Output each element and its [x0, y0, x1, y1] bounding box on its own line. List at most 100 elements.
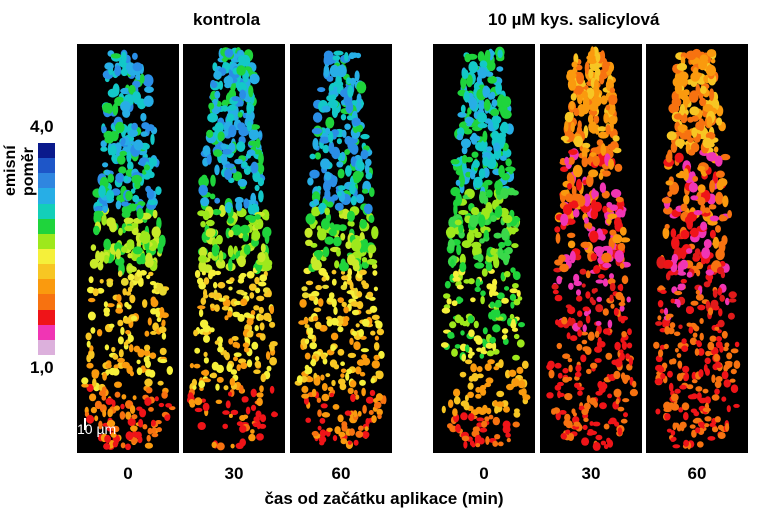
nucleus: [712, 289, 718, 298]
nucleus: [705, 350, 712, 357]
nucleus: [247, 204, 255, 215]
nucleus: [663, 401, 672, 411]
nucleus: [120, 68, 128, 77]
nucleus: [603, 423, 610, 430]
nucleus: [704, 357, 711, 365]
nucleus: [103, 307, 110, 315]
nucleus: [602, 262, 612, 269]
nucleus: [151, 226, 161, 238]
nucleus: [485, 146, 493, 152]
nucleus: [459, 253, 466, 266]
nucleus: [482, 85, 490, 98]
nucleus: [449, 425, 458, 433]
nucleus: [620, 418, 628, 424]
nucleus: [495, 309, 501, 318]
nucleus: [443, 293, 451, 299]
nucleus: [144, 397, 152, 406]
nucleus: [327, 386, 334, 392]
nucleus: [447, 331, 455, 339]
nucleus: [581, 408, 589, 416]
nucleus: [694, 248, 701, 256]
nucleus: [691, 115, 699, 122]
nucleus: [572, 412, 577, 417]
nucleus: [683, 89, 690, 96]
nucleus: [599, 182, 607, 193]
nucleus: [583, 311, 589, 317]
nucleus: [312, 315, 319, 322]
nucleus: [576, 178, 582, 191]
nucleus: [576, 295, 583, 302]
nucleus: [475, 278, 481, 288]
nucleus: [517, 380, 526, 389]
nucleus: [109, 144, 117, 157]
nucleus: [681, 345, 689, 353]
nucleus: [337, 315, 343, 321]
nucleus: [203, 378, 211, 383]
nucleus: [314, 321, 322, 330]
nucleus: [585, 291, 591, 299]
nucleus: [690, 300, 699, 306]
nucleus: [663, 307, 669, 316]
nucleus: [217, 346, 224, 353]
nucleus: [362, 404, 367, 414]
nucleus: [559, 263, 569, 273]
nucleus: [476, 366, 483, 373]
nucleus: [158, 234, 166, 248]
nucleus: [657, 315, 662, 321]
nucleus: [695, 427, 701, 434]
nucleus: [341, 301, 347, 308]
nucleus: [608, 115, 618, 125]
nucleus: [444, 280, 451, 289]
nucleus: [124, 225, 134, 232]
nucleus: [123, 341, 129, 346]
nucleus: [307, 334, 315, 340]
nucleus: [111, 154, 119, 163]
nucleus: [144, 344, 151, 351]
nucleus: [324, 236, 335, 245]
nucleus: [120, 403, 125, 410]
nucleus: [328, 228, 337, 237]
nucleus: [552, 289, 559, 295]
nucleus: [331, 278, 337, 286]
nucleus: [318, 267, 327, 276]
nucleus: [671, 91, 679, 102]
color-scale-bar: [38, 143, 55, 356]
nucleus: [556, 275, 562, 285]
nucleus: [697, 184, 706, 193]
nucleus: [516, 366, 524, 374]
nucleus: [475, 393, 482, 399]
nucleus: [707, 436, 716, 441]
nucleus: [588, 169, 599, 178]
nucleus: [258, 314, 265, 321]
nucleus: [484, 49, 491, 61]
nucleus: [492, 440, 499, 447]
nucleus: [467, 107, 472, 115]
nucleus: [557, 381, 564, 387]
nucleus: [313, 198, 319, 205]
nucleus: [548, 369, 555, 379]
nucleus: [246, 102, 253, 115]
nucleus: [663, 206, 673, 215]
nucleus: [589, 230, 599, 243]
nucleus: [311, 430, 319, 437]
nucleus: [230, 409, 239, 416]
time-tick: 60: [331, 464, 351, 483]
nucleus: [345, 372, 350, 381]
nucleus: [210, 372, 218, 379]
nucleus: [230, 369, 238, 375]
nucleus: [581, 147, 588, 161]
nucleus: [599, 74, 605, 85]
nucleus: [505, 158, 512, 167]
nucleus: [677, 283, 686, 289]
nucleus: [703, 281, 711, 288]
nucleus: [607, 143, 616, 151]
nucleus: [489, 289, 494, 298]
nucleus: [607, 278, 616, 285]
nucleus: [660, 289, 667, 294]
nucleus: [248, 283, 257, 291]
nucleus: [609, 294, 614, 302]
nucleus: [332, 435, 338, 442]
nucleus: [619, 305, 625, 312]
nucleus: [496, 401, 505, 408]
nucleus: [228, 391, 232, 397]
